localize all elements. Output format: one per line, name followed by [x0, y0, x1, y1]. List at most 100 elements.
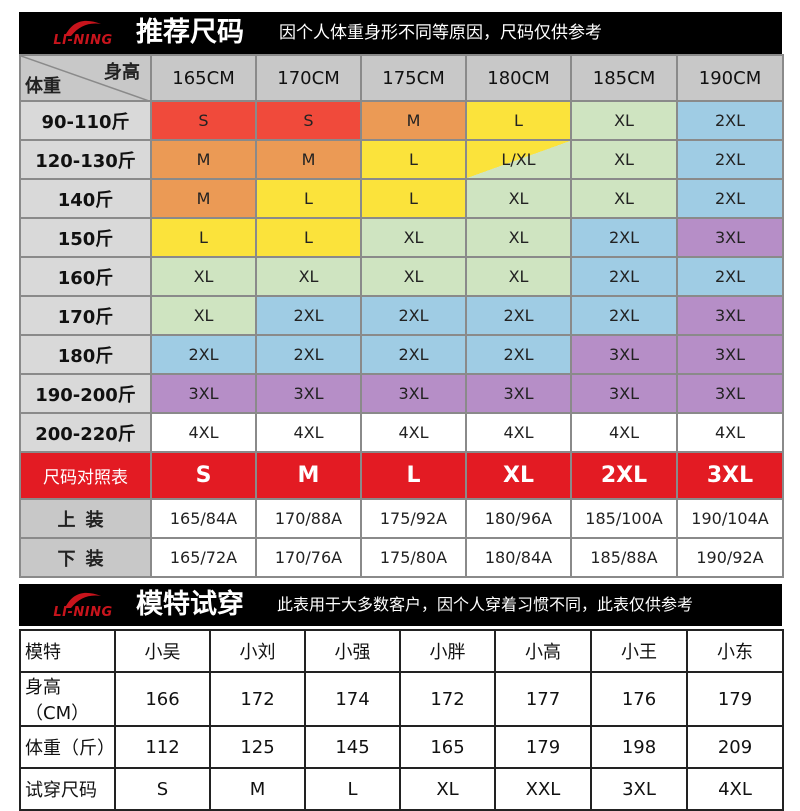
weight-label: 170斤 — [19, 295, 152, 336]
model-size: 3XL — [590, 767, 688, 811]
top-spec: 165/84A — [150, 498, 257, 539]
height-header-row: 身高 体重 165CM 170CM 175CM 180CM 185CM 190C… — [19, 54, 784, 102]
weight-row: 140斤 M L L XL XL 2XL — [19, 178, 784, 219]
size-cell: XL — [465, 217, 572, 258]
size-cell: 3XL — [255, 373, 362, 414]
size-cell: 2XL — [676, 139, 784, 180]
top-size-row: 上装 165/84A 170/88A 175/92A 180/96A 185/1… — [19, 498, 784, 539]
banner-title: 推荐尺码 — [136, 17, 244, 48]
size-cell: 4XL — [255, 412, 362, 453]
model-weight: 198 — [590, 725, 688, 769]
size-cell: 4XL — [465, 412, 572, 453]
height-header: 190CM — [676, 54, 784, 102]
weight-label: 120-130斤 — [19, 139, 152, 180]
weight-label: 150斤 — [19, 217, 152, 258]
height-header: 175CM — [360, 54, 467, 102]
top-spec: 180/96A — [465, 498, 572, 539]
size-cell: 2XL — [360, 334, 467, 375]
size-cell: 4XL — [570, 412, 678, 453]
model-name: 小刘 — [209, 629, 306, 673]
size-cell: L — [360, 139, 467, 180]
comparison-size: M — [255, 451, 362, 500]
model-name: 小王 — [590, 629, 688, 673]
bottom-size-row: 下装 165/72A 170/76A 175/80A 180/84A 185/8… — [19, 537, 784, 578]
size-cell: 3XL — [465, 373, 572, 414]
bottom-spec: 175/80A — [360, 537, 467, 578]
size-cell: M — [150, 139, 257, 180]
size-cell: 2XL — [676, 178, 784, 219]
model-name-row: 模特 小吴 小刘 小强 小胖 小高 小王 小东 — [19, 629, 784, 673]
bottom-label: 下装 — [19, 537, 152, 578]
size-cell: 2XL — [255, 295, 362, 336]
banner-subtitle: 因个人体重身形不同等原因，尺码仅供参考 — [279, 23, 602, 43]
model-weight-row: 体重（斤） 112 125 145 165 179 198 209 — [19, 725, 784, 769]
comparison-size: 3XL — [676, 451, 784, 500]
size-cell: XL — [465, 256, 572, 297]
model-height: 179 — [686, 671, 784, 727]
size-cell: 3XL — [360, 373, 467, 414]
size-cell: 3XL — [676, 334, 784, 375]
size-cell: XL — [360, 217, 467, 258]
bottom-spec: 170/76A — [255, 537, 362, 578]
size-comparison-row: 尺码对照表 S M L XL 2XL 3XL — [19, 451, 784, 500]
banner-subtitle: 此表用于大多数客户，因个人穿着习惯不同，此表仅供参考 — [277, 595, 694, 614]
bottom-spec: 185/88A — [570, 537, 678, 578]
weight-row: 120-130斤 M M L L/XL XL 2XL — [19, 139, 784, 180]
weight-row: 160斤 XL XL XL XL 2XL 2XL — [19, 256, 784, 297]
weight-row: 170斤 XL 2XL 2XL 2XL 2XL 3XL — [19, 295, 784, 336]
size-cell: 3XL — [676, 295, 784, 336]
weight-label: 140斤 — [19, 178, 152, 219]
model-height-row: 身高（CM） 166 172 174 172 177 176 179 — [19, 671, 784, 727]
model-tryon-banner: LI-NING 模特试穿 此表用于大多数客户，因个人穿着习惯不同，此表仅供参考 — [19, 584, 782, 626]
size-cell: 3XL — [676, 373, 784, 414]
corner-cell: 身高 体重 — [19, 54, 152, 102]
model-weight: 209 — [686, 725, 784, 769]
weight-label: 160斤 — [19, 256, 152, 297]
model-size: S — [114, 767, 211, 811]
height-header: 185CM — [570, 54, 678, 102]
bottom-spec: 180/84A — [465, 537, 572, 578]
size-cell: M — [255, 139, 362, 180]
size-recommendation-table: 身高 体重 165CM 170CM 175CM 180CM 185CM 190C… — [19, 54, 784, 578]
size-cell: L — [255, 217, 362, 258]
size-cell: S — [150, 100, 257, 141]
model-weight: 179 — [494, 725, 592, 769]
size-cell: 2XL — [570, 295, 678, 336]
size-cell: 4XL — [676, 412, 784, 453]
size-cell: 4XL — [150, 412, 257, 453]
model-height: 172 — [399, 671, 496, 727]
weight-row: 190-200斤 3XL 3XL 3XL 3XL 3XL 3XL — [19, 373, 784, 414]
logo-text: LI-NING — [53, 605, 113, 620]
bottom-spec: 165/72A — [150, 537, 257, 578]
model-tryon-table: 模特 小吴 小刘 小强 小胖 小高 小王 小东 身高（CM） 166 172 174 172 177 176… — [19, 629, 784, 811]
size-cell: 2XL — [255, 334, 362, 375]
size-cell: 2XL — [150, 334, 257, 375]
weight-row: 90-110斤 S S M L XL 2XL — [19, 100, 784, 141]
banner-title: 模特试穿 — [136, 589, 244, 620]
logo-text: LI-NING — [53, 33, 113, 48]
size-cell: XL — [570, 178, 678, 219]
size-cell: 2XL — [570, 217, 678, 258]
diagonal-line — [21, 56, 152, 102]
model-weight: 165 — [399, 725, 496, 769]
size-cell: 4XL — [360, 412, 467, 453]
height-header: 170CM — [255, 54, 362, 102]
size-cell: XL — [255, 256, 362, 297]
weight-row: 200-220斤 4XL 4XL 4XL 4XL 4XL 4XL — [19, 412, 784, 453]
comparison-size: L — [360, 451, 467, 500]
li-ning-logo: LI-NING — [37, 16, 129, 50]
model-weight: 125 — [209, 725, 306, 769]
weight-label: 90-110斤 — [19, 100, 152, 141]
weight-label: 200-220斤 — [19, 412, 152, 453]
size-cell: XL — [150, 256, 257, 297]
top-spec: 190/104A — [676, 498, 784, 539]
li-ning-logo: LI-NING — [37, 588, 129, 622]
model-name: 小吴 — [114, 629, 211, 673]
bottom-spec: 190/92A — [676, 537, 784, 578]
size-cell: XL — [570, 100, 678, 141]
weight-axis-label: 体重 — [25, 76, 61, 97]
model-name: 小强 — [304, 629, 401, 673]
row-label: 试穿尺码 — [19, 767, 116, 811]
size-cell: XL — [465, 178, 572, 219]
size-cell: S — [255, 100, 362, 141]
